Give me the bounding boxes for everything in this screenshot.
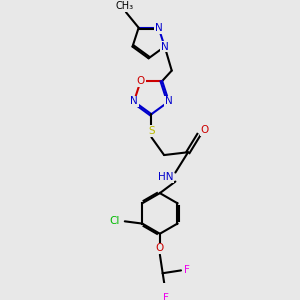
Text: O: O	[136, 76, 145, 86]
Text: O: O	[201, 125, 209, 135]
Text: CH₃: CH₃	[116, 1, 134, 11]
Text: O: O	[156, 243, 164, 254]
Text: F: F	[184, 266, 190, 275]
Text: Cl: Cl	[110, 216, 120, 226]
Text: N: N	[165, 97, 173, 106]
Text: F: F	[163, 293, 168, 300]
Text: S: S	[148, 126, 155, 136]
Text: N: N	[155, 23, 162, 33]
Text: N: N	[130, 97, 138, 106]
Text: N: N	[161, 42, 169, 52]
Text: HN: HN	[158, 172, 173, 182]
